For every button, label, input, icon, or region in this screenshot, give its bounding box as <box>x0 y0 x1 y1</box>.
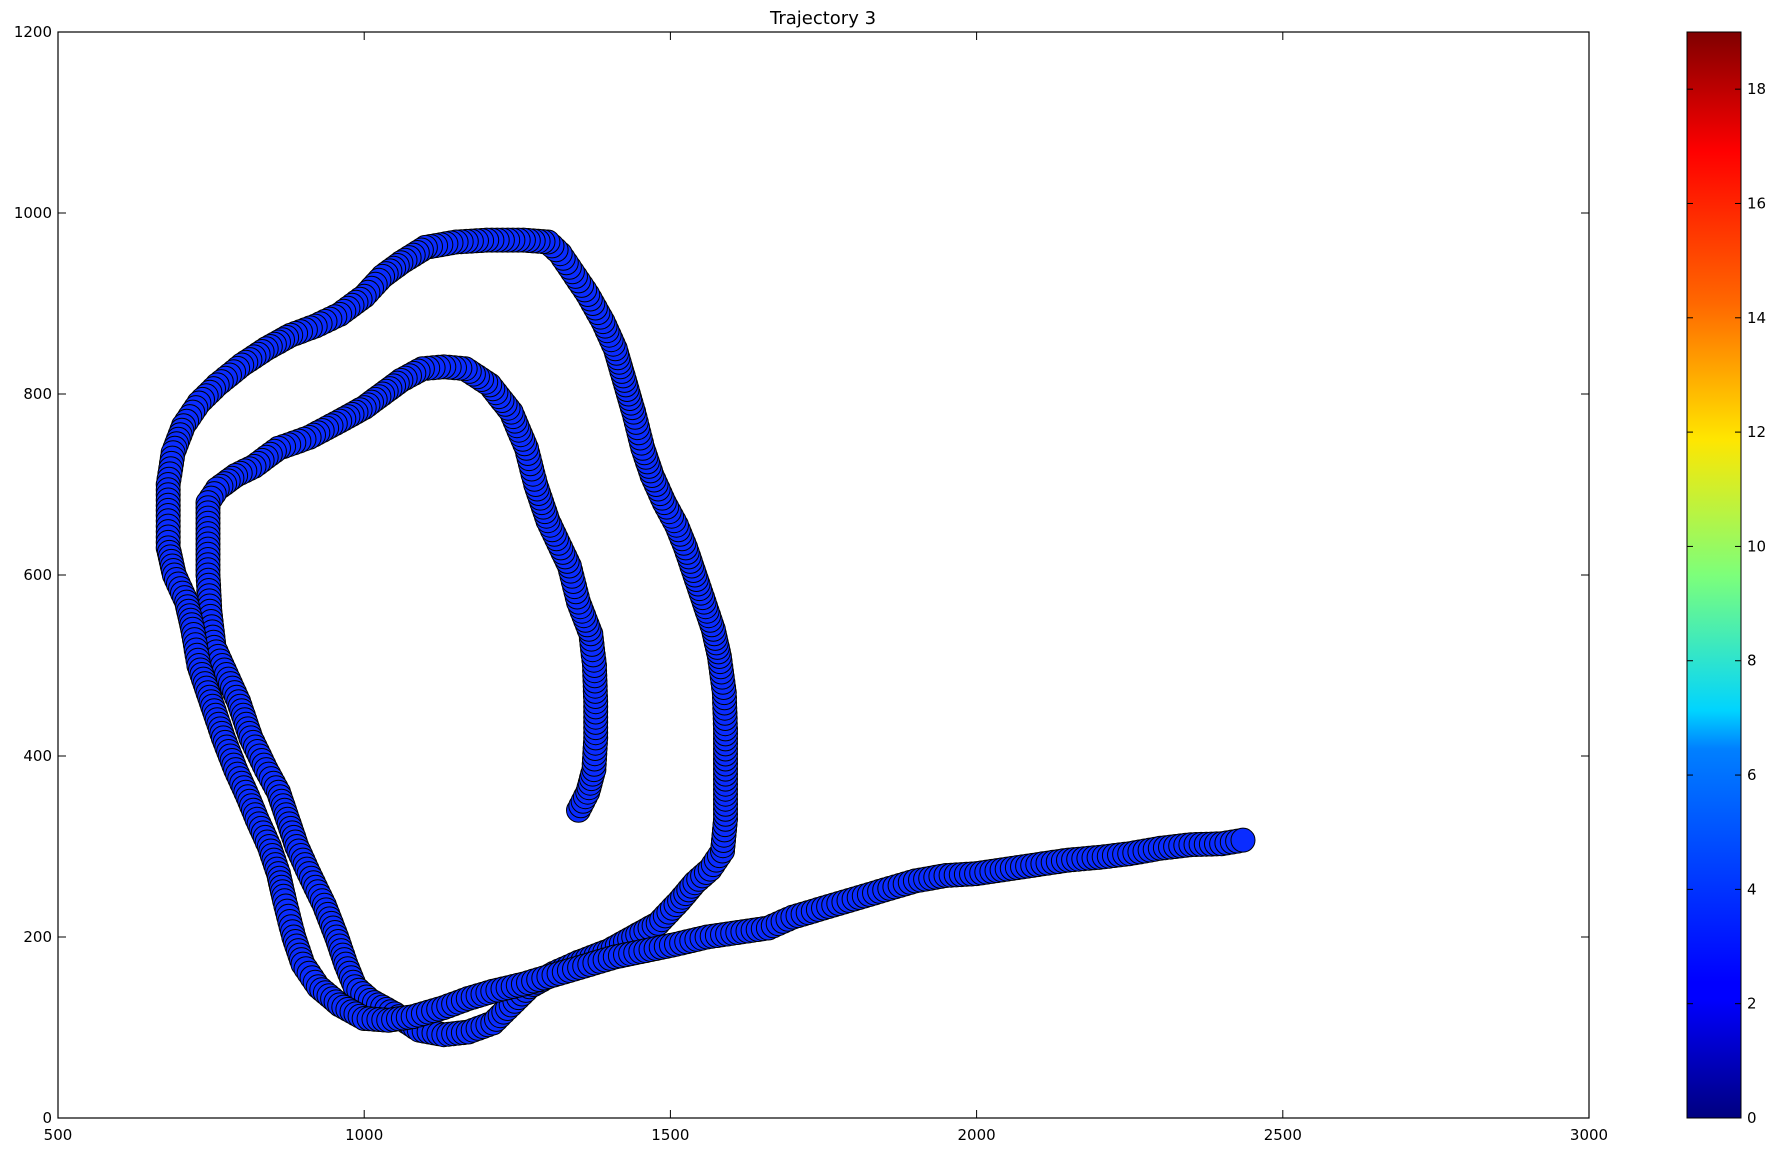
colorbar-tick-label: 14 <box>1747 309 1766 327</box>
colorbar-tick-label: 0 <box>1747 1109 1757 1127</box>
y-tick-label: 400 <box>23 747 52 765</box>
x-tick-label: 1000 <box>345 1126 383 1144</box>
x-tick-label: 1500 <box>651 1126 689 1144</box>
x-tick-label: 2000 <box>958 1126 996 1144</box>
x-tick-label: 3000 <box>1570 1126 1608 1144</box>
colorbar-tick-label: 4 <box>1747 880 1757 898</box>
colorbar-gradient <box>1686 31 1742 1119</box>
colorbar: 0 2 4 6 8 10 12 14 16 18 <box>1686 31 1766 1127</box>
colorbar-tick-label: 2 <box>1747 995 1757 1013</box>
y-tick-label: 800 <box>23 385 52 403</box>
y-tick-label: 1000 <box>14 204 52 222</box>
y-tick-label: 1200 <box>14 23 52 41</box>
chart-title: Trajectory 3 <box>769 8 876 29</box>
colorbar-tick-label: 6 <box>1747 766 1757 784</box>
y-tick-label: 200 <box>23 928 52 946</box>
y-axis: 0 200 400 600 800 1000 1200 <box>14 23 1589 1127</box>
x-tick-label: 2500 <box>1264 1126 1302 1144</box>
trajectory-point <box>1230 827 1256 853</box>
colorbar-tick-label: 10 <box>1747 537 1766 555</box>
x-tick-label: 500 <box>44 1126 73 1144</box>
colorbar-tick-label: 18 <box>1747 80 1766 98</box>
colorbar-tick-label: 16 <box>1747 194 1766 212</box>
x-axis: 500 1000 1500 2000 2500 3000 <box>44 32 1608 1144</box>
colorbar-tick-label: 8 <box>1747 652 1757 670</box>
y-tick-label: 0 <box>42 1109 52 1127</box>
colorbar-tick-label: 12 <box>1747 423 1766 441</box>
plot-area <box>155 227 1256 1048</box>
colorbar-ticks: 0 2 4 6 8 10 12 14 16 18 <box>1687 80 1766 1127</box>
y-tick-label: 600 <box>23 566 52 584</box>
